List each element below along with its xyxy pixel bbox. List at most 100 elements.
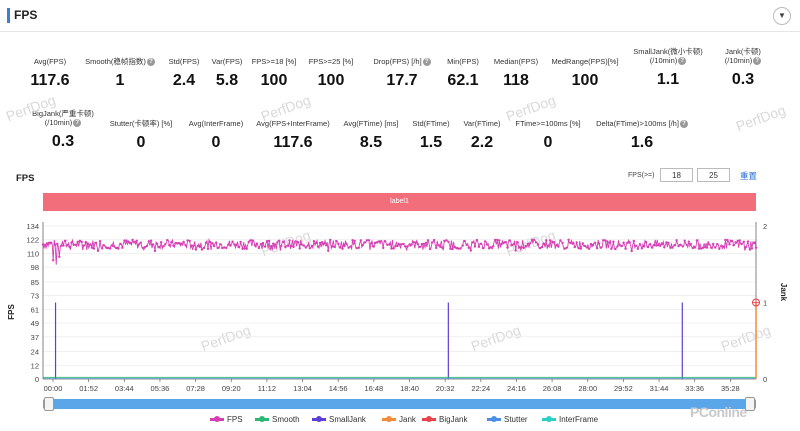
fps-point (343, 244, 346, 248)
fps-point (227, 243, 230, 246)
fps-point (441, 246, 444, 249)
metric-value: 100 (260, 72, 288, 89)
fps-point (200, 248, 204, 251)
metric-label-text: Std(FTime) (412, 119, 450, 128)
scrollbar-handle-right[interactable] (745, 397, 755, 411)
legend-item-stutter[interactable]: Stutter (487, 414, 528, 426)
metric-value: 1.1 (656, 71, 680, 89)
y-tick-label: 0 (35, 375, 39, 384)
metric-label-text: Avg(InterFrame) (188, 119, 244, 128)
legend-item-smooth[interactable]: Smooth (255, 414, 300, 426)
fps-point (49, 241, 53, 244)
metric-ftime-100ms: FTime>=100ms [%] 0 (493, 119, 603, 152)
fps-point (630, 249, 633, 253)
scrollbar-handle-left[interactable] (44, 397, 54, 411)
fps-point (563, 247, 566, 250)
help-icon[interactable]: ? (146, 58, 155, 67)
fps-point (597, 242, 601, 245)
fps-point (547, 244, 550, 247)
metric-fps-25: FPS>=25 [%] 100 (276, 57, 386, 90)
fps-point (693, 246, 697, 249)
fps-point (337, 242, 340, 246)
fps-threshold-input-1[interactable] (660, 168, 693, 182)
fps-point (496, 238, 499, 242)
fps-point (72, 243, 75, 246)
fps-point (400, 243, 403, 246)
fps-point (125, 239, 128, 242)
help-icon[interactable]: ? (753, 57, 762, 66)
metric-label: Var(FTime) (427, 119, 537, 128)
fps-point (422, 242, 426, 246)
help-icon[interactable]: ? (679, 120, 688, 129)
fps-point (412, 241, 415, 244)
fps-point (137, 243, 140, 246)
fps-point (624, 247, 627, 250)
y2-tick-label: 0 (763, 375, 767, 384)
fps-point (192, 244, 195, 247)
legend-item-fps[interactable]: FPS (210, 414, 243, 426)
fps-point (147, 240, 151, 243)
legend-marker (491, 415, 497, 422)
legend-marker (426, 415, 432, 422)
legend-marker (546, 415, 552, 422)
fps-point (732, 244, 735, 247)
fps-point (475, 238, 479, 242)
fps-point (483, 240, 487, 243)
legend-item-smalljank[interactable]: SmallJank (312, 414, 366, 426)
fps-point (157, 245, 161, 248)
metric-var-fps: Var(FPS) 5.8 (172, 57, 282, 90)
fps-point (510, 243, 513, 247)
fps-point (361, 243, 364, 247)
fps-point (752, 241, 756, 245)
legend-item-interframe[interactable]: InterFrame (542, 414, 598, 426)
reset-button[interactable]: 重置 (740, 171, 758, 181)
fps-point (64, 239, 67, 242)
fps-point (516, 241, 519, 244)
legend-label: Jank (399, 415, 416, 424)
label-bar[interactable]: label1 (43, 193, 756, 211)
fps-point (284, 246, 287, 249)
fps-point (404, 245, 407, 248)
help-icon[interactable]: ? (678, 57, 687, 66)
fps-point (210, 242, 214, 245)
fps-point (60, 244, 63, 247)
fps-threshold-label: FPS(>=) (628, 172, 655, 179)
metric-value: 0.3 (51, 133, 75, 151)
fps-point (439, 245, 442, 248)
fps-point (92, 247, 96, 250)
fps-point (430, 241, 434, 244)
fps-point (239, 240, 242, 244)
help-icon[interactable]: ? (73, 119, 82, 128)
legend-label: SmallJank (329, 415, 366, 424)
fps-point (62, 244, 65, 247)
fps-point (335, 239, 338, 243)
brand-logo: PConline (690, 404, 747, 420)
fps-point (463, 239, 466, 243)
fps-point (294, 240, 297, 243)
metric-value: 17.7 (386, 72, 418, 90)
fps-threshold-input-2[interactable] (697, 168, 730, 182)
fps-point (520, 246, 523, 249)
fps-point (642, 245, 646, 248)
fps-point (345, 242, 348, 246)
metric-value: 62.1 (447, 72, 479, 89)
legend-item-jank[interactable]: Jank (382, 414, 416, 426)
timeline-scrollbar[interactable] (43, 399, 756, 409)
fps-point (229, 244, 232, 247)
fps-point (168, 243, 171, 247)
chevron-down-icon[interactable]: ▼ (773, 7, 791, 25)
fps-point (734, 241, 737, 244)
fps-point (145, 244, 149, 248)
fps-point (121, 246, 124, 249)
metric-value: 100 (317, 72, 345, 89)
fps-point (593, 241, 597, 244)
fps-point (736, 239, 739, 243)
help-icon[interactable]: ? (422, 58, 431, 67)
legend-item-bigjank[interactable]: BigJank (422, 414, 467, 426)
fps-point (701, 246, 705, 249)
fps-point (540, 245, 544, 249)
metric-label-text: Avg(FPS) (33, 57, 67, 66)
fps-point (267, 239, 271, 243)
y2-tick-label: 1 (763, 299, 767, 308)
